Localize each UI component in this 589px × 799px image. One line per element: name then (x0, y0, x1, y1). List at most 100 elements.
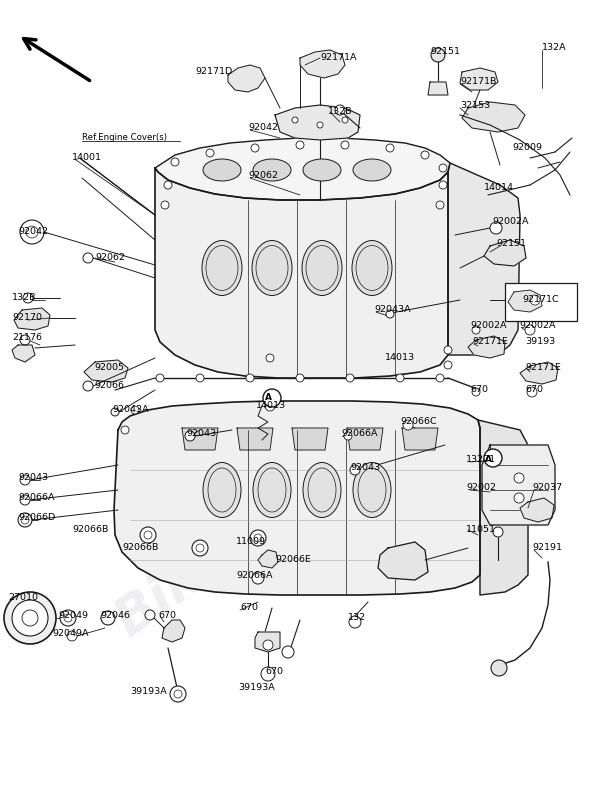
Circle shape (472, 388, 480, 396)
Polygon shape (12, 345, 35, 362)
Circle shape (20, 220, 44, 244)
Circle shape (349, 616, 361, 628)
Ellipse shape (352, 240, 392, 296)
Circle shape (140, 527, 156, 543)
Circle shape (261, 667, 275, 681)
Text: 14013: 14013 (385, 353, 415, 363)
Polygon shape (258, 550, 278, 568)
Circle shape (265, 401, 275, 411)
Polygon shape (520, 362, 558, 384)
Circle shape (341, 141, 349, 149)
Text: 92170: 92170 (12, 313, 42, 323)
Circle shape (292, 117, 298, 123)
Circle shape (20, 495, 30, 505)
Circle shape (263, 389, 281, 407)
Text: A: A (264, 393, 272, 403)
Polygon shape (482, 445, 555, 525)
Ellipse shape (252, 240, 292, 296)
Circle shape (20, 475, 30, 485)
Circle shape (192, 540, 208, 556)
Text: 92062: 92062 (95, 253, 125, 263)
Text: 92043: 92043 (350, 463, 380, 472)
Text: 13271: 13271 (466, 455, 496, 464)
Circle shape (436, 201, 444, 209)
Text: 92066B: 92066B (122, 543, 158, 552)
Circle shape (490, 222, 502, 234)
Text: 92171B: 92171B (460, 78, 497, 86)
Ellipse shape (353, 463, 391, 518)
Text: 92066D: 92066D (18, 514, 55, 523)
Text: 92005: 92005 (94, 364, 124, 372)
Text: Parts
Bikeparts: Parts Bikeparts (72, 393, 368, 647)
Text: 92062: 92062 (248, 172, 278, 181)
Circle shape (525, 325, 535, 335)
Circle shape (386, 310, 394, 318)
Text: 670: 670 (158, 611, 176, 621)
Circle shape (346, 374, 354, 382)
Text: 92191: 92191 (532, 543, 562, 552)
Text: 92171E: 92171E (472, 337, 508, 347)
Polygon shape (292, 428, 328, 450)
Polygon shape (84, 360, 128, 382)
Circle shape (170, 686, 186, 702)
Circle shape (250, 530, 266, 546)
Circle shape (396, 374, 404, 382)
Text: 39193A: 39193A (238, 683, 274, 693)
Text: 92066B: 92066B (72, 526, 108, 535)
Text: 670: 670 (240, 603, 258, 613)
Circle shape (491, 660, 507, 676)
Circle shape (472, 326, 480, 334)
Text: 92002A: 92002A (492, 217, 528, 226)
Circle shape (196, 374, 204, 382)
Polygon shape (14, 308, 50, 330)
Text: 92066: 92066 (94, 381, 124, 391)
Text: 92171A: 92171A (320, 54, 356, 62)
Circle shape (4, 592, 56, 644)
Text: 14014: 14014 (484, 184, 514, 193)
FancyBboxPatch shape (505, 283, 577, 321)
Polygon shape (402, 428, 438, 450)
Circle shape (251, 144, 259, 152)
Circle shape (12, 600, 48, 636)
Circle shape (161, 201, 169, 209)
Polygon shape (448, 163, 520, 355)
Text: 11051: 11051 (466, 526, 496, 535)
Circle shape (18, 513, 32, 527)
Circle shape (131, 406, 139, 414)
Text: 670: 670 (525, 385, 543, 395)
Text: 11009: 11009 (236, 538, 266, 547)
Circle shape (514, 473, 524, 483)
Polygon shape (300, 50, 345, 78)
Polygon shape (182, 428, 218, 450)
Circle shape (344, 432, 352, 440)
Text: 92043A: 92043A (112, 406, 148, 415)
Circle shape (206, 149, 214, 157)
Circle shape (484, 449, 502, 467)
Circle shape (171, 158, 179, 166)
Circle shape (266, 354, 274, 362)
Circle shape (444, 346, 452, 354)
Text: 92066A: 92066A (18, 494, 55, 503)
Circle shape (252, 572, 264, 584)
Ellipse shape (303, 463, 341, 518)
Polygon shape (520, 498, 554, 522)
Circle shape (60, 610, 76, 626)
Polygon shape (468, 336, 505, 358)
Circle shape (386, 144, 394, 152)
Text: 14013: 14013 (256, 402, 286, 411)
Circle shape (83, 381, 93, 391)
Text: 92009: 92009 (512, 144, 542, 153)
Circle shape (101, 611, 115, 625)
Circle shape (342, 117, 348, 123)
Polygon shape (162, 620, 185, 642)
Polygon shape (378, 542, 428, 580)
Ellipse shape (202, 240, 242, 296)
Circle shape (527, 387, 537, 397)
Text: 14001: 14001 (72, 153, 102, 162)
Text: 92049: 92049 (58, 611, 88, 621)
Text: 92066A: 92066A (236, 571, 273, 581)
Circle shape (444, 361, 452, 369)
Circle shape (67, 631, 77, 641)
Circle shape (530, 295, 540, 305)
Circle shape (335, 105, 345, 115)
